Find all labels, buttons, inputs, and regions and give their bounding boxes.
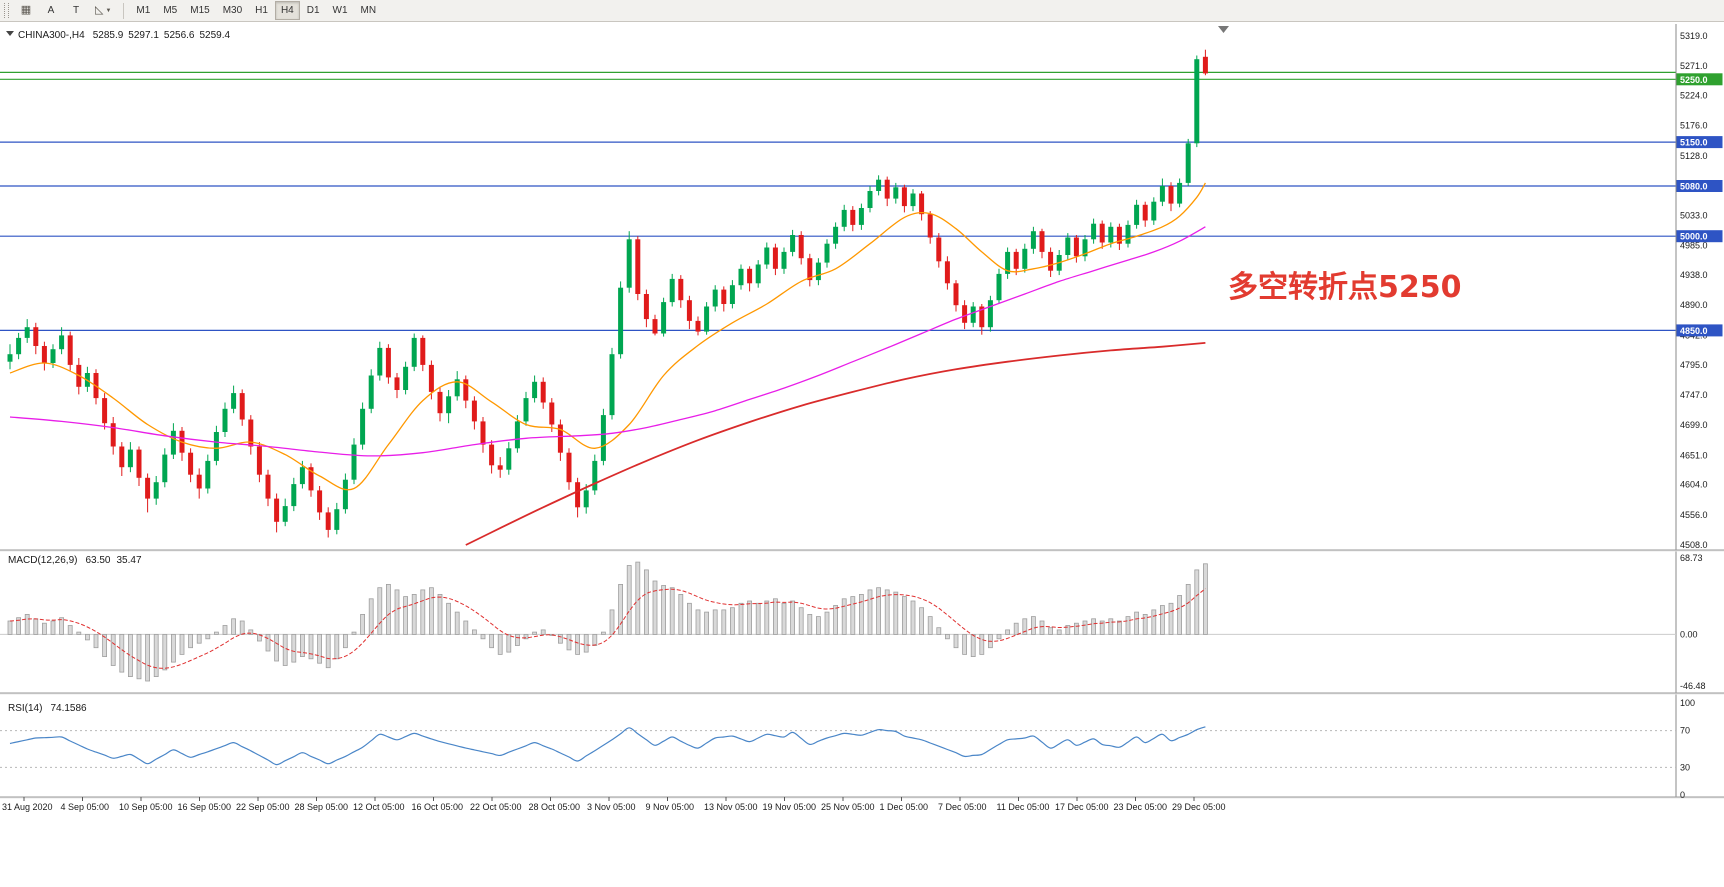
timeframe-button-w1[interactable]: W1	[327, 1, 354, 20]
timeframe-group: M1 M5 M15 M30 H1 H4 D1 W1 MN	[130, 1, 382, 20]
svg-text:4556.0: 4556.0	[1680, 510, 1708, 520]
rsi-header: RSI(14) 74.1586	[8, 703, 87, 714]
price-axis[interactable]: 5319.0 5271.0 5224.0 5176.0 5128.0 5080.0 5033…	[1675, 24, 1723, 797]
rsi-line	[9, 726, 1206, 766]
svg-text:68.73: 68.73	[1680, 553, 1703, 563]
toolbar-separator	[123, 2, 125, 19]
svg-text:13 Nov 05:00: 13 Nov 05:00	[704, 802, 758, 812]
svg-text:4508.0: 4508.0	[1680, 540, 1708, 550]
svg-text:4850.0: 4850.0	[1680, 326, 1708, 336]
macd-histogram	[0, 561, 1676, 682]
svg-text:16 Oct 05:00: 16 Oct 05:00	[412, 802, 464, 812]
toolbar-drag-handle[interactable]	[4, 3, 9, 18]
panel-separators	[0, 549, 1724, 799]
macd-axis[interactable]: 68.73 0.00 -46.48	[1680, 553, 1706, 691]
svg-text:4604.0: 4604.0	[1680, 480, 1708, 490]
price-level-badge	[1676, 73, 1723, 86]
annotation-text[interactable]: 多空转折点5250	[1228, 270, 1462, 305]
symbol-ohlc-text: CHINA300-,H4 5285.9 5297.1 5256.6 5259.4	[18, 30, 231, 41]
svg-text:4938.0: 4938.0	[1680, 270, 1708, 280]
price-level-badge	[1676, 324, 1723, 337]
svg-text:5150.0: 5150.0	[1680, 138, 1708, 148]
timeframe-button-d1[interactable]: D1	[301, 1, 326, 20]
line-tool-button[interactable]: ◺ ▼	[89, 1, 117, 20]
svg-text:4747.0: 4747.0	[1680, 390, 1708, 400]
svg-text:4890.0: 4890.0	[1680, 300, 1708, 310]
rsi-axis[interactable]: 100 70 30 0	[1680, 698, 1695, 800]
macd-signal-line	[9, 588, 1206, 669]
svg-text:100: 100	[1680, 698, 1695, 708]
timeframe-button-m15[interactable]: M15	[184, 1, 215, 20]
svg-text:9 Nov 05:00: 9 Nov 05:00	[646, 802, 695, 812]
svg-text:4699.0: 4699.0	[1680, 420, 1708, 430]
grid-icon: ▦	[20, 4, 32, 16]
svg-text:16 Sep 05:00: 16 Sep 05:00	[178, 802, 232, 812]
chart-window: 5319.0 5271.0 5224.0 5176.0 5128.0 5080.0 5033…	[0, 22, 1724, 887]
ma-mid-line	[9, 226, 1206, 457]
timeframe-button-m5[interactable]: M5	[157, 1, 183, 20]
symbol-info: CHINA300-,H4 5285.9 5297.1 5256.6 5259.4	[6, 30, 231, 41]
timeframe-button-h1[interactable]: H1	[249, 1, 274, 20]
svg-text:12 Oct 05:00: 12 Oct 05:00	[353, 802, 405, 812]
svg-text:0.00: 0.00	[1680, 629, 1698, 639]
svg-text:5224.0: 5224.0	[1680, 91, 1708, 101]
svg-text:29 Dec 05:00: 29 Dec 05:00	[1172, 802, 1226, 812]
svg-text:30: 30	[1680, 762, 1690, 772]
rsi-levels	[0, 730, 1676, 768]
svg-text:23 Dec 05:00: 23 Dec 05:00	[1114, 802, 1168, 812]
svg-text:1 Dec 05:00: 1 Dec 05:00	[880, 802, 929, 812]
svg-text:28 Oct 05:00: 28 Oct 05:00	[529, 802, 581, 812]
trendline-icon: ◺	[95, 4, 104, 16]
chart-shift-marker[interactable]	[1218, 26, 1229, 33]
svg-text:5000.0: 5000.0	[1680, 232, 1708, 242]
ma-fast-line	[9, 182, 1206, 491]
chevron-down-icon: ▼	[105, 7, 112, 14]
svg-text:0: 0	[1680, 790, 1685, 800]
svg-text:4651.0: 4651.0	[1680, 450, 1708, 460]
chart-canvas[interactable]: 5319.0 5271.0 5224.0 5176.0 5128.0 5080.0 5033…	[0, 22, 1724, 887]
svg-text:5033.0: 5033.0	[1680, 211, 1708, 221]
svg-text:10 Sep 05:00: 10 Sep 05:00	[119, 802, 173, 812]
price-level-badge	[1676, 136, 1723, 149]
timeframe-button-m1[interactable]: M1	[130, 1, 156, 20]
timeframe-button-m30[interactable]: M30	[217, 1, 248, 20]
tick-chart-button[interactable]: ▦	[14, 1, 38, 20]
svg-text:4795.0: 4795.0	[1680, 360, 1708, 370]
toolbar: ▦ A T ◺ ▼ M1 M5 M15 M30 H1 H4 D1 W1 MN	[0, 0, 1724, 22]
svg-text:7 Dec 05:00: 7 Dec 05:00	[938, 802, 987, 812]
svg-text:28 Sep 05:00: 28 Sep 05:00	[295, 802, 349, 812]
svg-text:4 Sep 05:00: 4 Sep 05:00	[61, 802, 110, 812]
svg-text:-46.48: -46.48	[1680, 681, 1706, 691]
svg-text:5250.0: 5250.0	[1680, 75, 1708, 85]
svg-text:22 Oct 05:00: 22 Oct 05:00	[470, 802, 522, 812]
macd-header-text: MACD(12,26,9) 63.50 35.47	[8, 555, 142, 566]
price-level-badge	[1676, 180, 1723, 192]
svg-text:5319.0: 5319.0	[1680, 31, 1708, 41]
arrow-tool-button[interactable]: A	[39, 1, 63, 20]
candles-group	[7, 49, 1208, 538]
svg-text:11 Dec 05:00: 11 Dec 05:00	[997, 802, 1050, 812]
timeframe-button-mn[interactable]: MN	[355, 1, 383, 20]
svg-text:5271.0: 5271.0	[1680, 61, 1708, 71]
text-tool-button[interactable]: T	[64, 1, 88, 20]
timeframe-button-h4[interactable]: H4	[274, 1, 300, 20]
svg-text:25 Nov 05:00: 25 Nov 05:00	[821, 802, 875, 812]
svg-text:31 Aug 2020: 31 Aug 2020	[2, 802, 53, 812]
svg-text:5080.0: 5080.0	[1680, 182, 1708, 192]
macd-header: MACD(12,26,9) 63.50 35.47	[8, 555, 142, 566]
symbol-marker-icon	[6, 31, 14, 36]
svg-text:5128.0: 5128.0	[1680, 151, 1708, 161]
svg-text:3 Nov 05:00: 3 Nov 05:00	[587, 802, 636, 812]
svg-text:22 Sep 05:00: 22 Sep 05:00	[236, 802, 290, 812]
rsi-header-text: RSI(14) 74.1586	[8, 703, 87, 714]
svg-text:70: 70	[1680, 726, 1690, 736]
time-axis[interactable]: 31 Aug 2020 4 Sep 05:00 10 Sep 05:00 16 Sep…	[2, 797, 1226, 812]
svg-text:5176.0: 5176.0	[1680, 121, 1708, 131]
price-level-badge	[1676, 230, 1723, 243]
svg-text:17 Dec 05:00: 17 Dec 05:00	[1055, 802, 1109, 812]
svg-text:19 Nov 05:00: 19 Nov 05:00	[763, 802, 817, 812]
svg-text:4985.0: 4985.0	[1680, 241, 1708, 251]
ma-slow-line	[465, 342, 1206, 546]
